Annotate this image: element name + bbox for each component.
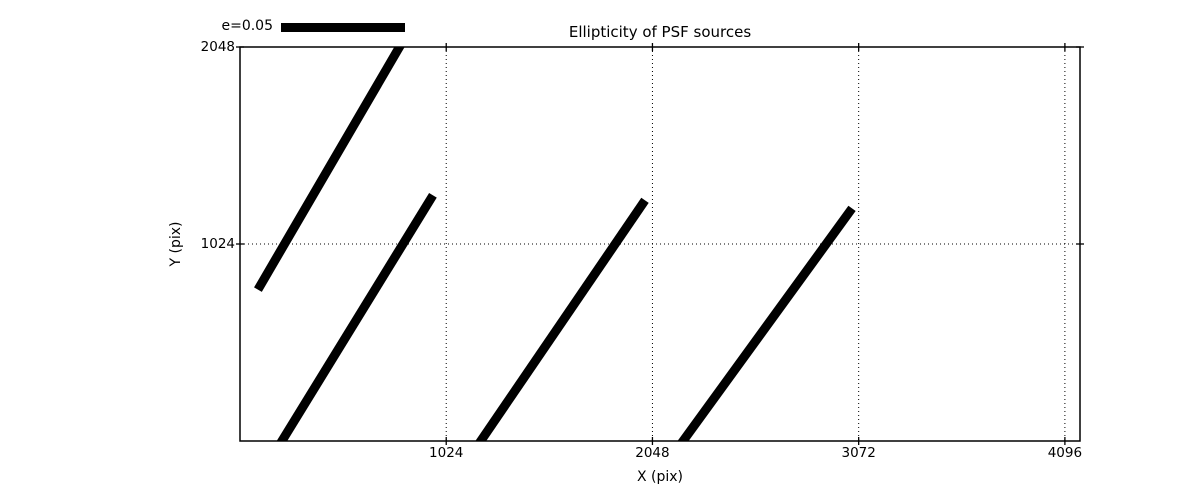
y-axis-label: Y (pix) xyxy=(168,221,184,267)
whisker-segment-1 xyxy=(254,47,405,292)
x-tick-label-4096: 4096 xyxy=(1047,445,1083,461)
whisker-segment-3 xyxy=(475,197,649,441)
chart-title: Ellipticity of PSF sources xyxy=(568,23,752,41)
y-tick-label-1024: 1024 xyxy=(200,236,235,252)
whisker-segment-4 xyxy=(677,205,856,441)
x-tick-label-2048: 2048 xyxy=(635,445,670,461)
x-tick-label-3072: 3072 xyxy=(841,445,876,461)
legend-label: e=0.05 xyxy=(221,18,273,34)
x-tick-label-1024: 1024 xyxy=(429,445,464,461)
whisker-segment-2 xyxy=(276,192,437,441)
whisker-group xyxy=(254,47,856,441)
x-axis-label: X (pix) xyxy=(636,469,684,485)
y-tick-label-2048: 2048 xyxy=(200,39,235,55)
